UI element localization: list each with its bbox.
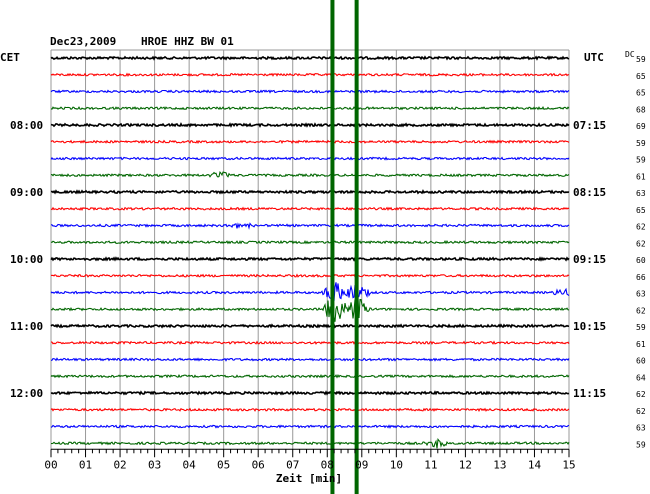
left-hour-label: 12:00: [10, 387, 43, 400]
dc-offset-label: 59: [636, 55, 646, 64]
x-axis: 00 01 02 03 04 05 06 07 08 09 10 11 12 13 14 15: [44, 449, 576, 471]
grid: [50, 49, 570, 450]
dc-offset-label: 65: [636, 206, 646, 215]
trace-row-13: [50, 273, 570, 278]
x-tick-label: 03: [148, 458, 161, 471]
trace-row-10: [51, 222, 570, 230]
trace-row-2: [50, 89, 570, 94]
x-tick-label: 01: [79, 458, 92, 471]
right-timezone-label: UTC: [584, 51, 604, 64]
trace-row-3: [50, 106, 570, 111]
trace-row-23: [50, 437, 570, 449]
trace-row-16: [50, 323, 570, 329]
dc-offset-labels: 59 65 65 68 69 59 59 61 63 65 62 62 60 66 63 62 59 61 60 64…: [636, 55, 646, 449]
left-hour-label: 10:00: [10, 253, 43, 266]
trace-row-14: [50, 282, 570, 302]
dc-offset-label: 62: [636, 223, 646, 232]
x-tick-label: 06: [252, 458, 265, 471]
dc-offset-label: 69: [636, 122, 646, 131]
dc-offset-label: 62: [636, 306, 646, 315]
trace-row-12: [50, 256, 570, 262]
left-hour-label: 11:00: [10, 320, 43, 333]
dc-offset-label: 60: [636, 357, 646, 366]
right-hour-label: 10:15: [573, 320, 606, 333]
trace-row-22: [50, 424, 570, 429]
x-axis-title: Zeit [min]: [276, 472, 342, 485]
trace-row-7: [50, 171, 570, 178]
x-tick-label: 02: [113, 458, 126, 471]
x-tick-label: 10: [390, 458, 403, 471]
right-hour-label: 07:15: [573, 119, 606, 132]
right-hour-label: 08:15: [573, 186, 606, 199]
dc-offset-label: 65: [636, 72, 646, 81]
dc-offset-label: 59: [636, 139, 646, 148]
dc-offset-label: 59: [636, 440, 646, 449]
x-tick-label: 05: [217, 458, 230, 471]
left-hour-labels: 08:00 09:00 10:00 11:00 12:00: [10, 119, 43, 400]
traces: [50, 55, 570, 449]
trace-row-1: [50, 72, 570, 78]
trace-row-17: [50, 340, 570, 345]
dc-offset-label: 62: [636, 390, 646, 399]
x-tick-label: 07: [286, 458, 299, 471]
x-tick-label: 00: [44, 458, 57, 471]
dc-offset-label: 60: [636, 256, 646, 265]
right-hour-label: 11:15: [573, 387, 606, 400]
x-tick-label: 15: [562, 458, 575, 471]
trace-row-9: [50, 206, 570, 212]
trace-row-11: [50, 239, 570, 245]
date-label: Dec23,2009: [50, 35, 116, 48]
trace-row-5: [50, 139, 570, 144]
dc-offset-label: 62: [636, 239, 646, 248]
trace-row-6: [50, 156, 570, 161]
dc-offset-label: 61: [636, 340, 646, 349]
x-tick-label: 04: [183, 458, 197, 471]
trace-row-20: [50, 390, 570, 396]
trace-row-4: [50, 122, 570, 128]
station-label: HROE HHZ BW 01: [141, 35, 234, 48]
x-tick-label: 14: [528, 458, 542, 471]
trace-row-21: [50, 407, 570, 412]
dc-offset-label: 66: [636, 273, 646, 282]
dc-offset-label: 63: [636, 290, 646, 299]
dc-offset-label: 63: [636, 189, 646, 198]
dc-offset-label: 63: [636, 424, 646, 433]
dc-offset-label: 65: [636, 89, 646, 98]
x-tick-label: 12: [459, 458, 472, 471]
right-hour-label: 09:15: [573, 253, 606, 266]
dc-offset-label: 59: [636, 156, 646, 165]
x-tick-label: 11: [424, 458, 437, 471]
x-tick-label: 08: [321, 458, 334, 471]
dc-offset-label: 59: [636, 323, 646, 332]
left-hour-label: 08:00: [10, 119, 43, 132]
left-hour-label: 09:00: [10, 186, 43, 199]
dc-offset-label: 64: [636, 373, 646, 382]
dc-offset-label: 68: [636, 105, 646, 114]
trace-row-15: [50, 298, 570, 322]
x-tick-label: 13: [493, 458, 506, 471]
trace-row-18: [50, 357, 570, 362]
marker-lines: [330, 0, 359, 494]
trace-row-19: [50, 373, 570, 379]
trace-row-8: [50, 189, 570, 195]
dc-offset-label: 62: [636, 407, 646, 416]
x-tick-label: 09: [355, 458, 368, 471]
dc-label: DC: [625, 50, 635, 59]
right-hour-labels: 07:15 08:15 09:15 10:15 11:15: [573, 119, 606, 400]
left-timezone-label: CET: [0, 51, 20, 64]
dc-offset-label: 61: [636, 172, 646, 181]
trace-row-0: [50, 55, 570, 61]
